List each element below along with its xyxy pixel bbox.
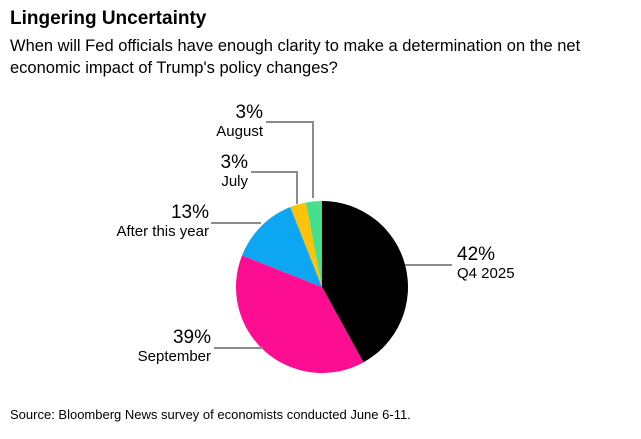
pie-slice-after-this-year bbox=[242, 207, 322, 287]
callout-august: 3% August bbox=[216, 102, 263, 140]
pie-slice-july bbox=[290, 202, 322, 287]
pie-slice-august bbox=[305, 201, 322, 287]
callout-august-label: August bbox=[216, 123, 263, 140]
pie-chart bbox=[236, 201, 408, 373]
callout-july-percent: 3% bbox=[220, 152, 248, 173]
leader-line-q4-2025 bbox=[405, 264, 452, 266]
callout-september: 39% September bbox=[138, 327, 211, 365]
chart-title: Lingering Uncertainty bbox=[10, 8, 207, 29]
leader-line-after-this-year bbox=[211, 222, 261, 224]
callout-july: 3% July bbox=[221, 152, 248, 190]
leader-line-july-horizontal bbox=[251, 171, 298, 173]
pie-slice-q4-2025 bbox=[322, 201, 408, 363]
callout-august-percent: 3% bbox=[235, 102, 263, 123]
leader-line-august-horizontal bbox=[266, 121, 314, 123]
callout-after-this-year-label: After this year bbox=[116, 223, 209, 240]
callout-q4-2025-percent: 42% bbox=[457, 244, 496, 265]
callout-after-this-year-percent: 13% bbox=[170, 202, 209, 223]
callout-q4-2025-label: Q4 2025 bbox=[457, 265, 515, 282]
source-note: Source: Bloomberg News survey of economi… bbox=[10, 407, 411, 422]
callout-september-label: September bbox=[137, 348, 211, 365]
pie-slice-september bbox=[236, 255, 364, 373]
leader-line-august-vertical bbox=[312, 121, 314, 198]
callout-q4-2025: 42% Q4 2025 bbox=[457, 244, 515, 282]
leader-line-july-vertical bbox=[296, 171, 298, 204]
leader-line-september bbox=[214, 347, 263, 349]
chart-subtitle: When will Fed officials have enough clar… bbox=[10, 37, 581, 77]
callout-after-this-year: 13% After this year bbox=[116, 202, 209, 240]
callout-july-label: July bbox=[221, 173, 248, 190]
callout-september-percent: 39% bbox=[172, 327, 211, 348]
